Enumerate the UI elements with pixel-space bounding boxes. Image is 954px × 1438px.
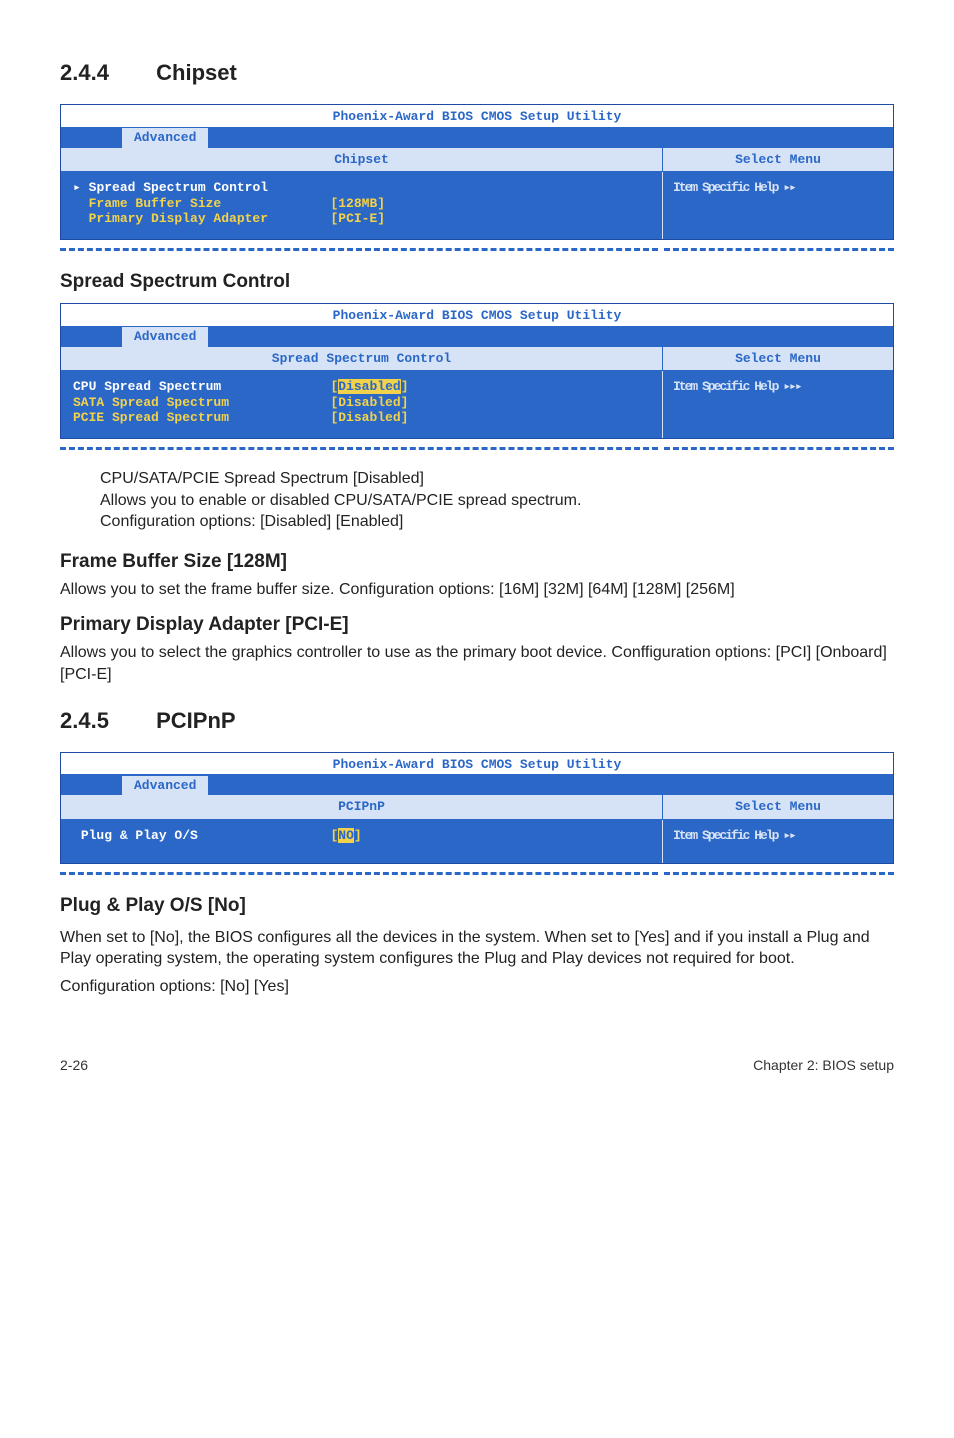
bios-body: ▸ Spread Spectrum Control Frame Buffer S… <box>61 171 893 239</box>
bios-tab-bar: Advanced <box>61 326 893 346</box>
spread-desc-line3: Configuration options: [Disabled] [Enabl… <box>100 513 403 530</box>
spread-desc-line2: Allows you to enable or disabled CPU/SAT… <box>100 492 581 509</box>
setting-primary-display-value[interactable]: [PCI-E] <box>330 211 385 226</box>
bios-tab-advanced[interactable]: Advanced <box>121 326 209 347</box>
setting-primary-display-label[interactable]: Primary Display Adapter <box>89 211 268 226</box>
bios-header-left: Spread Spectrum Control <box>61 347 663 371</box>
primary-display-description: Allows you to select the graphics contro… <box>60 642 894 685</box>
bios-header-right: Select Menu <box>663 347 893 371</box>
bios-header-left: Chipset <box>61 148 663 172</box>
setting-frame-buffer-value[interactable]: [128MB] <box>330 196 385 211</box>
setting-pcie-spread-value[interactable]: [Disabled] <box>330 410 408 425</box>
page-number: 2-26 <box>60 1057 88 1073</box>
setting-cpu-spread[interactable]: CPU Spread Spectrum <box>73 379 221 394</box>
dashed-separator <box>60 248 894 251</box>
section-number: 2.4.5 <box>60 708 150 734</box>
bios-settings-list[interactable]: CPU Spread Spectrum [Disabled] SATA Spre… <box>61 371 663 438</box>
frame-buffer-description: Allows you to set the frame buffer size.… <box>60 579 894 601</box>
bios-column-headers: Spread Spectrum Control Select Menu <box>61 346 893 371</box>
section-title: PCIPnP <box>156 708 235 733</box>
dashed-separator <box>60 872 894 875</box>
bios-tab-bar: Advanced <box>61 774 893 794</box>
bios-column-headers: Chipset Select Menu <box>61 147 893 172</box>
help-text: Item Specific Help ▸▸ <box>673 828 795 843</box>
bios-header-right: Select Menu <box>663 148 893 172</box>
bios-tab-advanced[interactable]: Advanced <box>121 127 209 148</box>
bios-utility-title: Phoenix-Award BIOS CMOS Setup Utility <box>61 753 893 775</box>
bios-body: CPU Spread Spectrum [Disabled] SATA Spre… <box>61 370 893 438</box>
subheading-spread-spectrum: Spread Spectrum Control <box>60 271 894 293</box>
section-number: 2.4.4 <box>60 60 150 86</box>
section-heading-chipset: 2.4.4 Chipset <box>60 60 894 86</box>
setting-plug-play[interactable]: Plug & Play O/S <box>81 828 198 843</box>
chapter-label: Chapter 2: BIOS setup <box>753 1057 894 1073</box>
subheading-primary-display: Primary Display Adapter [PCI-E] <box>60 614 894 636</box>
bios-body: Plug & Play O/S [NO] Item Specific Help … <box>61 819 893 863</box>
setting-cpu-spread-value[interactable]: Disabled <box>338 379 400 394</box>
bios-settings-list[interactable]: ▸ Spread Spectrum Control Frame Buffer S… <box>61 172 663 239</box>
bios-column-headers: PCIPnP Select Menu <box>61 794 893 819</box>
section-heading-pcipnp: 2.4.5 PCIPnP <box>60 708 894 734</box>
bios-help-pane: Item Specific Help ▸▸ <box>663 172 893 239</box>
help-text: Item Specific Help ▸▸ <box>673 180 795 195</box>
spread-description: CPU/SATA/PCIE Spread Spectrum [Disabled]… <box>100 468 894 533</box>
bios-tab-bar: Advanced <box>61 127 893 147</box>
bios-help-pane: Item Specific Help ▸▸ <box>663 820 893 863</box>
subheading-frame-buffer: Frame Buffer Size [128M] <box>60 551 894 573</box>
spread-desc-line1: CPU/SATA/PCIE Spread Spectrum [Disabled] <box>100 470 424 487</box>
bios-panel-spread: Phoenix-Award BIOS CMOS Setup Utility Ad… <box>60 303 894 439</box>
bios-tab-advanced[interactable]: Advanced <box>121 775 209 796</box>
setting-spread-spectrum[interactable]: Spread Spectrum Control <box>89 180 268 195</box>
bios-panel-chipset: Phoenix-Award BIOS CMOS Setup Utility Ad… <box>60 104 894 240</box>
section-title: Chipset <box>156 60 237 85</box>
help-text: Item Specific Help ▸▸▸ <box>673 379 801 394</box>
bios-utility-title: Phoenix-Award BIOS CMOS Setup Utility <box>61 304 893 326</box>
setting-sata-spread[interactable]: SATA Spread Spectrum <box>73 395 229 410</box>
bios-panel-pcipnp: Phoenix-Award BIOS CMOS Setup Utility Ad… <box>60 752 894 864</box>
plug-play-options: Configuration options: [No] [Yes] <box>60 976 894 998</box>
setting-pcie-spread[interactable]: PCIE Spread Spectrum <box>73 410 229 425</box>
bios-settings-list[interactable]: Plug & Play O/S [NO] <box>61 820 663 863</box>
bios-help-pane: Item Specific Help ▸▸▸ <box>663 371 893 438</box>
subheading-plug-play: Plug & Play O/S [No] <box>60 895 894 917</box>
chevron-right-icon: ▸ <box>73 180 89 195</box>
bios-header-left: PCIPnP <box>61 795 663 819</box>
setting-plug-play-value[interactable]: NO <box>338 828 354 843</box>
setting-frame-buffer-label[interactable]: Frame Buffer Size <box>89 196 222 211</box>
bios-utility-title: Phoenix-Award BIOS CMOS Setup Utility <box>61 105 893 127</box>
setting-sata-spread-value[interactable]: [Disabled] <box>330 395 408 410</box>
bios-header-right: Select Menu <box>663 795 893 819</box>
dashed-separator <box>60 447 894 450</box>
page-footer: 2-26 Chapter 2: BIOS setup <box>60 1057 894 1073</box>
plug-play-description: When set to [No], the BIOS configures al… <box>60 927 894 970</box>
